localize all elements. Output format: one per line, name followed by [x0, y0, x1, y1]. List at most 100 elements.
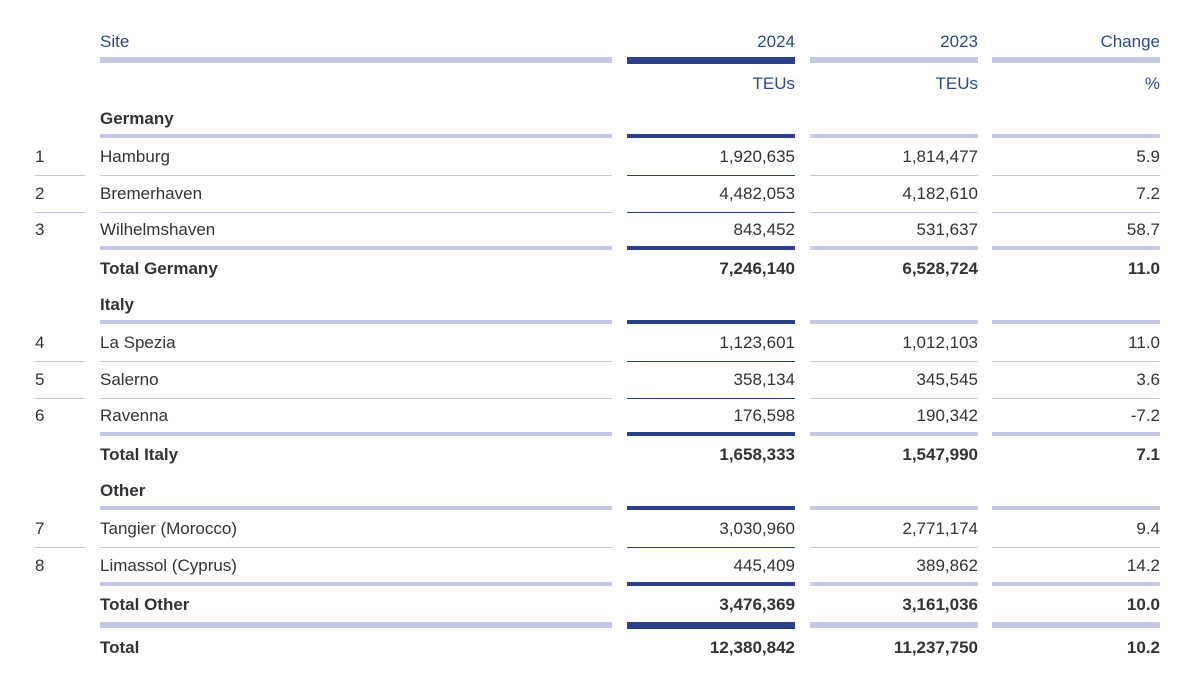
value-2024: 1,920,635 [719, 147, 795, 166]
value-2023: 190,342 [916, 406, 978, 425]
rule [627, 432, 795, 436]
value-2024: 4,482,053 [719, 183, 795, 203]
value-change: -7.2 [1130, 406, 1160, 425]
rule [627, 397, 795, 399]
value-2024: 445,409 [733, 555, 795, 575]
value-2023: 6,528,724 [902, 259, 978, 278]
column-header: Site [100, 32, 130, 51]
rule [992, 175, 1160, 176]
site-name: Bremerhaven [100, 183, 203, 203]
value-2023: 3,161,036 [902, 594, 978, 614]
rule [992, 134, 1160, 138]
rule [992, 547, 1160, 548]
total-label: Total Italy [100, 445, 179, 464]
value-2024: 3,030,960 [719, 519, 795, 538]
rule [810, 581, 978, 586]
rule [810, 246, 978, 250]
unit-label: TEUs [935, 74, 979, 93]
rank: 4 [35, 333, 45, 352]
site-name: Limassol (Cyprus) [100, 555, 237, 575]
value-2023: 1,547,990 [902, 445, 978, 464]
value-change: 3.6 [1136, 369, 1160, 389]
column-header: Change [1100, 32, 1160, 51]
value-change: 10.0 [1126, 594, 1160, 614]
rule [810, 621, 978, 628]
column-header: 2023 [940, 32, 978, 51]
rank: 7 [35, 519, 45, 538]
unit-label: % [1144, 74, 1160, 93]
group-name: Other [100, 481, 146, 500]
site-name: Salerno [100, 369, 159, 389]
site-name: Wilhelmshaven [100, 220, 216, 239]
rule [100, 57, 612, 63]
rank: 6 [35, 406, 45, 425]
rule [992, 581, 1160, 586]
site-name: Hamburg [100, 147, 170, 166]
value-change: 7.2 [1136, 183, 1160, 203]
rule [992, 397, 1160, 399]
value-change: 9.4 [1136, 519, 1160, 538]
rule [992, 506, 1160, 510]
rank: 2 [35, 183, 45, 203]
rule [992, 361, 1160, 362]
rule [992, 432, 1160, 436]
rule [627, 581, 795, 586]
rule [992, 246, 1160, 250]
rule [992, 320, 1160, 324]
rule [992, 211, 1160, 213]
rule [35, 397, 85, 399]
rule [810, 547, 978, 548]
rank: 8 [35, 555, 45, 575]
value-2023: 1,814,477 [902, 147, 978, 166]
value-2023: 2,771,174 [902, 519, 978, 538]
rule [627, 547, 795, 548]
rule [35, 211, 85, 213]
rule [100, 432, 612, 436]
column-header: 2024 [757, 32, 795, 51]
rule [810, 211, 978, 213]
rule [627, 175, 795, 176]
rule [810, 361, 978, 362]
rule [100, 547, 612, 548]
rule [627, 506, 795, 510]
value-change: 11.0 [1128, 333, 1160, 352]
rule [35, 547, 85, 548]
rule [810, 134, 978, 138]
value-change: 7.1 [1136, 445, 1160, 464]
value-2023: 4,182,610 [902, 183, 978, 203]
rule [627, 246, 795, 250]
value-2023: 389,862 [916, 555, 978, 575]
rank: 1 [35, 147, 45, 166]
rule [35, 175, 85, 176]
rank: 3 [35, 220, 45, 239]
value-2023: 531,637 [916, 220, 978, 239]
rule [627, 134, 795, 138]
group-name: Italy [100, 295, 135, 314]
rule [810, 432, 978, 436]
value-2023: 345,545 [916, 369, 978, 389]
value-2024: 358,134 [733, 369, 795, 389]
value-2024: 176,598 [733, 406, 795, 425]
rule [100, 361, 612, 362]
value-2024: 1,123,601 [719, 333, 795, 352]
value-2024: 12,380,842 [709, 637, 795, 657]
value-change: 58.7 [1126, 220, 1160, 239]
value-2024: 3,476,369 [719, 594, 795, 614]
site-name: Tangier (Morocco) [100, 519, 237, 538]
total-label: Total Other [100, 594, 190, 614]
value-2024: 843,452 [733, 220, 795, 239]
rule [810, 175, 978, 176]
rank: 5 [35, 369, 45, 389]
total-label: Total Germany [100, 259, 218, 278]
rule [35, 361, 85, 362]
rule [100, 246, 612, 250]
total-label: Total [100, 637, 140, 657]
site-name: La Spezia [100, 333, 176, 352]
value-change: 14.2 [1126, 555, 1160, 575]
rule [100, 397, 612, 399]
rule [810, 57, 978, 63]
rule [992, 621, 1160, 628]
value-change: 10.2 [1126, 637, 1160, 657]
rule [810, 506, 978, 510]
